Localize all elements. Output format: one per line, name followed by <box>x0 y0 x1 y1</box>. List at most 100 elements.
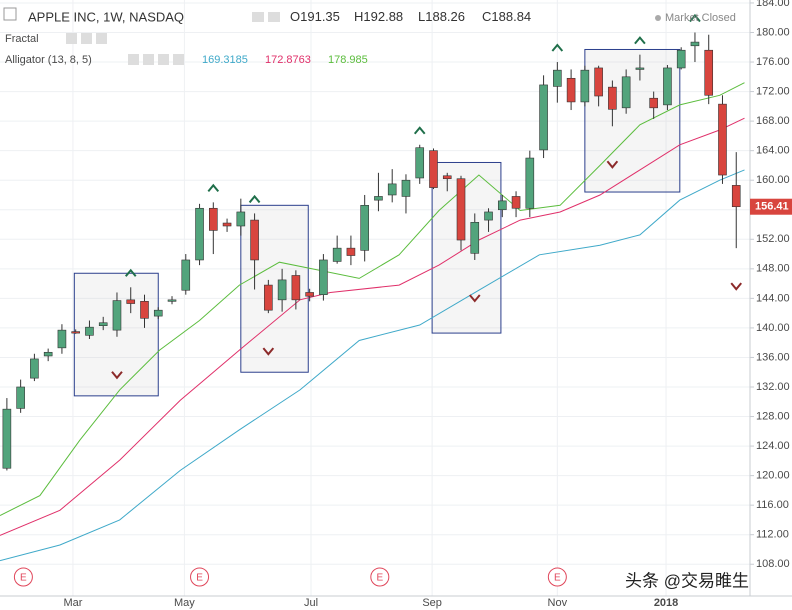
x-tick-label: 2018 <box>654 597 678 609</box>
icon[interactable] <box>252 12 264 22</box>
fractal-down <box>262 347 275 356</box>
candle-body <box>291 275 301 301</box>
icon[interactable] <box>66 33 77 44</box>
candle-body <box>690 41 700 47</box>
icon[interactable] <box>158 54 169 65</box>
alligator-line <box>0 82 745 516</box>
candle-body <box>387 183 397 196</box>
alligator-value: 178.985 <box>328 54 368 66</box>
icon[interactable] <box>81 33 92 44</box>
icon[interactable] <box>173 54 184 65</box>
candle-body <box>264 284 273 311</box>
fractal-up <box>248 194 261 204</box>
y-tick-label: 184.00 <box>756 0 790 9</box>
candle-body <box>497 200 507 211</box>
candle-body <box>429 150 438 188</box>
fractal-up <box>689 13 701 23</box>
candle-body <box>442 175 452 180</box>
ohlc-value: 191.35 <box>300 9 340 24</box>
candle-body <box>553 69 562 87</box>
collapse-icon[interactable] <box>3 7 17 21</box>
candle-body <box>621 76 631 109</box>
price-tag-label: 156.41 <box>755 201 789 213</box>
candle-body <box>731 185 741 208</box>
y-tick-label: 168.00 <box>756 115 790 127</box>
y-tick-label: 144.00 <box>756 292 790 304</box>
candle-body <box>484 211 493 221</box>
candle-body <box>525 157 535 209</box>
alligator-value: 172.8763 <box>265 54 311 66</box>
candle-body <box>153 309 163 317</box>
earnings-label: E <box>554 573 561 584</box>
earnings-event <box>13 567 33 587</box>
ohlc-item: O191.35 <box>290 9 340 24</box>
candle-body <box>277 279 287 301</box>
candle-body <box>16 386 25 409</box>
candle-body <box>608 86 617 110</box>
candle-body <box>140 301 149 319</box>
y-tick-label: 172.00 <box>756 85 790 97</box>
y-tick-label: 112.00 <box>756 529 789 541</box>
candle-body <box>415 147 425 179</box>
x-tick-label: Mar <box>63 597 82 609</box>
fractal-up <box>207 183 220 192</box>
y-tick-label: 148.00 <box>756 263 790 275</box>
ohlc-label: C <box>482 9 491 24</box>
y-tick-label: 164.00 <box>756 145 790 157</box>
icon[interactable] <box>143 54 154 65</box>
candle-body <box>470 221 480 254</box>
ohlc-item: L188.26 <box>418 9 465 24</box>
y-tick-label: 120.00 <box>756 470 790 482</box>
icon[interactable] <box>96 33 107 44</box>
candle-body <box>511 196 521 209</box>
y-tick-label: 176.00 <box>756 56 790 68</box>
candle-body <box>305 292 314 297</box>
y-tick-label: 116.00 <box>756 499 789 511</box>
candle-body <box>43 351 53 357</box>
candle-body <box>635 67 645 70</box>
fractal-up <box>634 36 646 45</box>
candle-body <box>319 259 328 295</box>
y-tick-label: 108.00 <box>756 558 790 570</box>
candle-body <box>401 179 411 197</box>
candle-body <box>112 300 122 331</box>
indicator-name: Alligator (13, 8, 5) <box>5 54 92 66</box>
candle-body <box>649 97 658 109</box>
y-tick-label: 152.00 <box>756 233 790 245</box>
earnings-label: E <box>20 573 27 584</box>
fractal-up <box>124 268 137 277</box>
candle-body <box>222 222 232 227</box>
y-tick-label: 136.00 <box>756 351 790 363</box>
candle-body <box>85 326 94 336</box>
icon[interactable] <box>268 12 280 22</box>
candle-body <box>195 207 204 261</box>
y-tick-label: 180.00 <box>756 26 790 38</box>
x-tick-label: May <box>174 597 195 609</box>
alligator-values: 169.3185 172.8763 178.985 <box>202 54 368 66</box>
x-tick-label: Jul <box>304 597 318 609</box>
ohlc-label: L <box>418 9 425 24</box>
candle-body <box>374 196 383 201</box>
candle-body <box>98 322 108 326</box>
fractal-down <box>730 282 743 291</box>
indicator-name: Fractal <box>5 33 39 45</box>
ohlc-value: 188.84 <box>491 9 531 24</box>
alligator-value: 169.3185 <box>202 54 248 66</box>
fractal-up <box>413 126 426 135</box>
ohlc-item: H192.88 <box>354 9 403 24</box>
candle-body <box>332 247 342 262</box>
market-status: Market Closed <box>665 12 736 24</box>
candle-body <box>57 329 67 349</box>
icon[interactable] <box>128 54 139 65</box>
candle-body <box>126 299 136 304</box>
y-tick-label: 160.00 <box>756 174 790 186</box>
earnings-event <box>370 567 390 587</box>
fractal-down <box>469 294 481 303</box>
candle-body <box>167 299 177 302</box>
candle-body <box>2 408 12 469</box>
alligator-line <box>0 169 745 562</box>
alligator-line <box>0 117 745 536</box>
fractal-up <box>551 43 564 52</box>
